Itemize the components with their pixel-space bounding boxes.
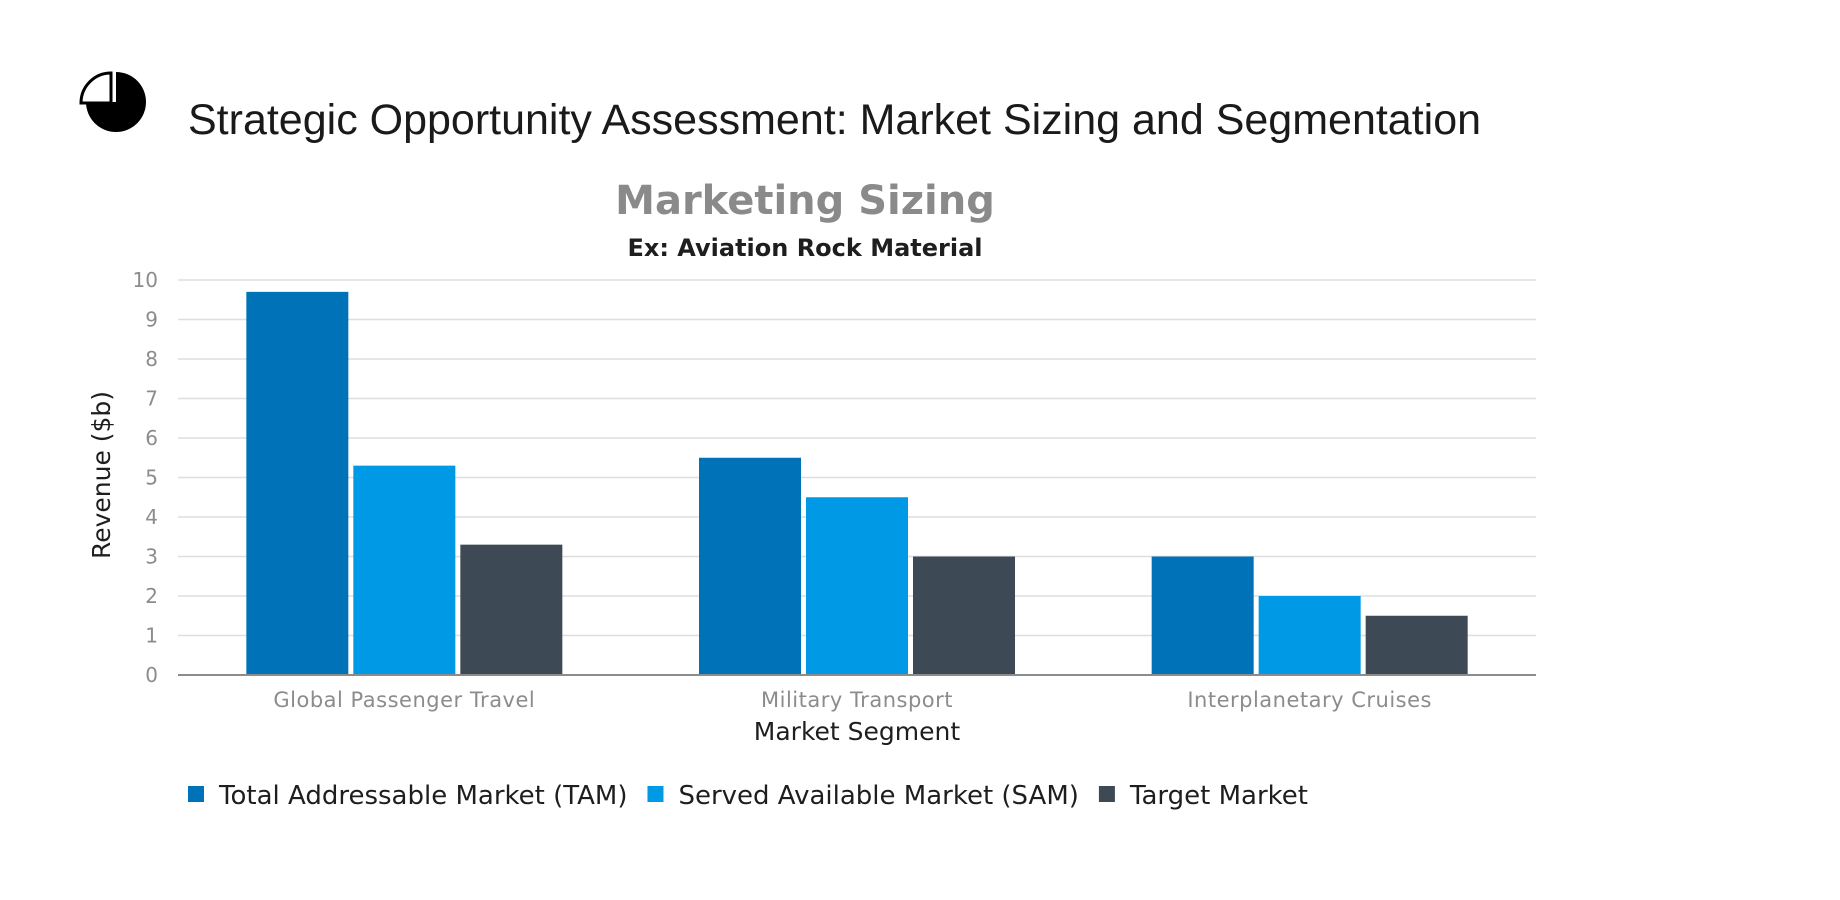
bar bbox=[460, 544, 563, 675]
legend: Total Addressable Market (TAM) Served Ava… bbox=[188, 781, 1308, 811]
x-tick-label: Interplanetary Cruises bbox=[1187, 688, 1432, 712]
x-axis-categories: Global Passenger Travel Military Transpor… bbox=[273, 688, 1432, 712]
x-axis-title: Market Segment bbox=[754, 717, 961, 746]
slide-title: Strategic Opportunity Assessment: Market… bbox=[188, 96, 1482, 144]
bar bbox=[1258, 596, 1361, 675]
y-tick-label: 2 bbox=[145, 584, 158, 608]
legend-item: Target Market bbox=[1098, 781, 1308, 811]
bar bbox=[1151, 556, 1254, 675]
y-axis-title: Revenue ($b) bbox=[87, 391, 116, 559]
x-tick-label: Military Transport bbox=[761, 688, 953, 712]
legend-item: Served Available Market (SAM) bbox=[647, 781, 1079, 811]
pie-chart-icon bbox=[79, 71, 146, 132]
chart-title: Marketing Sizing bbox=[615, 178, 995, 224]
bar bbox=[1365, 615, 1468, 675]
y-tick-label: 4 bbox=[145, 505, 158, 529]
y-tick-label: 5 bbox=[145, 466, 158, 490]
x-tick-label: Global Passenger Travel bbox=[273, 688, 535, 712]
y-tick-label: 10 bbox=[133, 268, 158, 292]
legend-label: Total Addressable Market (TAM) bbox=[218, 781, 627, 811]
bar bbox=[806, 497, 908, 675]
bar bbox=[913, 556, 1015, 675]
bar bbox=[246, 291, 349, 675]
legend-label: Served Available Market (SAM) bbox=[678, 781, 1078, 811]
y-tick-label: 8 bbox=[145, 347, 158, 371]
legend-swatch bbox=[647, 786, 664, 802]
y-tick-label: 0 bbox=[145, 663, 158, 687]
legend-swatch bbox=[188, 786, 204, 802]
y-tick-label: 7 bbox=[145, 387, 158, 411]
legend-label: Target Market bbox=[1129, 781, 1308, 811]
chart-subtitle: Ex: Aviation Rock Material bbox=[627, 234, 982, 262]
y-tick-label: 1 bbox=[145, 624, 158, 648]
bar bbox=[353, 465, 456, 675]
bar bbox=[699, 457, 801, 675]
y-tick-label: 9 bbox=[145, 308, 158, 332]
y-axis-ticks: 0 1 2 3 4 5 6 7 8 9 10 bbox=[133, 268, 158, 687]
legend-swatch bbox=[1098, 786, 1115, 802]
legend-item: Total Addressable Market (TAM) bbox=[188, 781, 627, 811]
bars bbox=[246, 291, 1468, 675]
y-tick-label: 6 bbox=[145, 426, 158, 450]
y-tick-label: 3 bbox=[145, 545, 158, 569]
